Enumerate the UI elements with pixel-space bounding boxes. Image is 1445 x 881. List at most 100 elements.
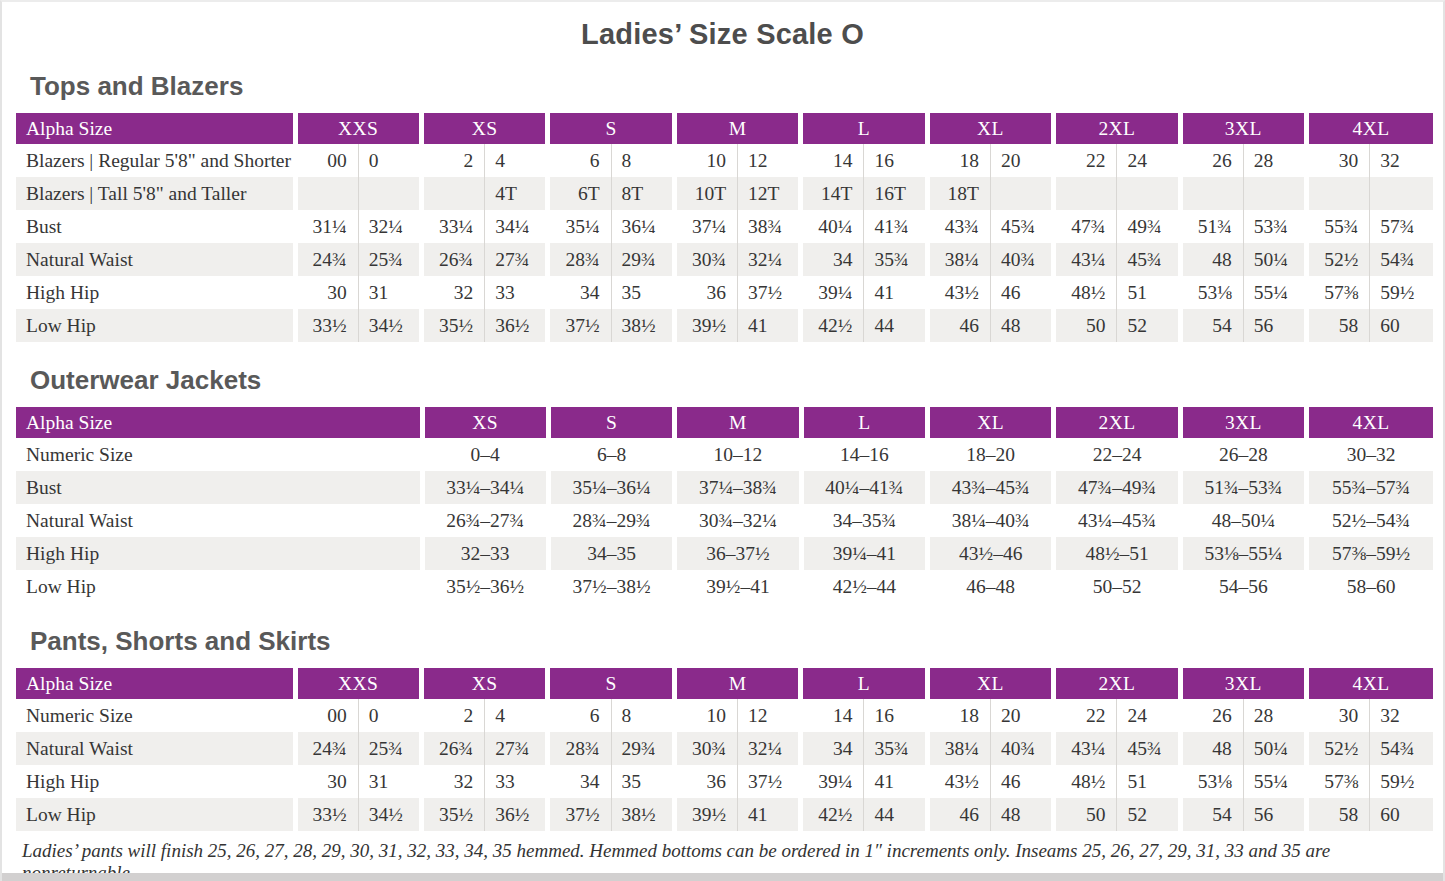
size-cell: 59½	[1370, 765, 1433, 798]
size-cell	[358, 177, 421, 210]
size-cell: 50	[1054, 798, 1117, 831]
size-cell	[421, 177, 484, 210]
size-cell: 54¾	[1370, 732, 1433, 765]
size-cell: 30¾	[674, 243, 737, 276]
column-header-s: S	[548, 668, 674, 699]
size-cell: 41¾	[864, 210, 927, 243]
size-cell: 33¼–34¼	[422, 471, 548, 504]
size-cell: 48½	[1054, 276, 1117, 309]
size-cell: 29¾	[611, 243, 674, 276]
size-chart-page: Ladies’ Size Scale O Tops and BlazersAlp…	[0, 0, 1445, 881]
column-header-2xl: 2XL	[1054, 113, 1180, 144]
size-cell: 30¾	[674, 732, 737, 765]
size-cell: 24¾	[295, 732, 358, 765]
size-cell: 12T	[738, 177, 801, 210]
row-label: Blazers | Regular 5'8" and Shorter	[16, 144, 295, 177]
size-cell	[1370, 177, 1433, 210]
size-cell: 36	[674, 276, 737, 309]
column-header-l: L	[801, 407, 927, 438]
row-label: Bust	[16, 210, 295, 243]
size-cell: 35½–36½	[422, 570, 548, 603]
section-title: Tops and Blazers	[30, 71, 1443, 102]
column-header-2xl: 2XL	[1054, 668, 1180, 699]
size-cell: 30	[295, 765, 358, 798]
row-label: Natural Waist	[16, 243, 295, 276]
size-cell: 25¾	[358, 243, 421, 276]
corner-header-alpha-size: Alpha Size	[16, 113, 295, 144]
column-header-xl: XL	[928, 407, 1054, 438]
size-cell: 10T	[674, 177, 737, 210]
size-cell: 32¼	[738, 243, 801, 276]
size-cell: 52½	[1307, 732, 1370, 765]
table-row: Numeric Size0002468101214161820222426283…	[16, 699, 1433, 732]
size-cell: 6T	[548, 177, 611, 210]
size-cell: 57¾	[1370, 210, 1433, 243]
size-cell: 28	[1243, 144, 1306, 177]
size-cell: 36–37½	[675, 537, 801, 570]
size-cell	[1243, 177, 1306, 210]
column-header-l: L	[801, 668, 927, 699]
size-cell: 36¼	[611, 210, 674, 243]
size-cell: 57⅜	[1307, 276, 1370, 309]
size-cell: 51	[1117, 276, 1180, 309]
size-cell: 44	[864, 309, 927, 342]
size-cell: 14	[801, 144, 864, 177]
table-row: Numeric Size0–46–810–1214–1618–2022–2426…	[16, 438, 1433, 471]
size-cell: 8T	[611, 177, 674, 210]
size-cell: 34–35	[548, 537, 674, 570]
column-header-3xl: 3XL	[1180, 407, 1306, 438]
table-row: Bust31¼32¼33¼34¼35¼36¼37¼38¾40¼41¾43¾45¾…	[16, 210, 1433, 243]
size-cell: 53⅛–55¼	[1180, 537, 1306, 570]
size-cell	[990, 177, 1053, 210]
size-cell: 43½	[927, 765, 990, 798]
size-cell: 28¾–29¾	[548, 504, 674, 537]
size-cell: 34	[801, 732, 864, 765]
column-header-xxs: XXS	[295, 668, 421, 699]
size-cell: 32	[421, 765, 484, 798]
row-label: Low Hip	[16, 798, 295, 831]
size-cell: 38½	[611, 309, 674, 342]
size-cell: 55¼	[1243, 765, 1306, 798]
size-cell: 20	[990, 699, 1053, 732]
size-cell: 36½	[485, 798, 548, 831]
size-cell: 32	[421, 276, 484, 309]
header-row: Alpha SizeXSSMLXL2XL3XL4XL	[16, 407, 1433, 438]
size-cell: 0–4	[422, 438, 548, 471]
column-header-3xl: 3XL	[1180, 668, 1306, 699]
size-cell: 26–28	[1180, 438, 1306, 471]
size-cell: 10	[674, 144, 737, 177]
table-row: High Hip3031323334353637½39¼4143½4648½51…	[16, 765, 1433, 798]
table-row: Natural Waist24¾25¾26¾27¾28¾29¾30¾32¼343…	[16, 732, 1433, 765]
size-cell: 38¼	[927, 243, 990, 276]
row-label: Natural Waist	[16, 504, 422, 537]
size-cell	[295, 177, 358, 210]
size-cell: 52	[1117, 309, 1180, 342]
size-cell: 34	[548, 276, 611, 309]
pants-shorts-and-skirts-table: Alpha SizeXXSXSSMLXL2XL3XL4XLNumeric Siz…	[16, 668, 1433, 831]
size-cell: 31	[358, 276, 421, 309]
size-cell: 51¾–53¾	[1180, 471, 1306, 504]
size-cell: 32	[1370, 144, 1433, 177]
size-cell: 47¾–49¾	[1054, 471, 1180, 504]
size-cell: 50¼	[1243, 243, 1306, 276]
size-cell: 18T	[927, 177, 990, 210]
size-cell: 24	[1117, 699, 1180, 732]
size-cell: 6–8	[548, 438, 674, 471]
table-row: Natural Waist26¾–27¾28¾–29¾30¾–32¼34–35¾…	[16, 504, 1433, 537]
size-cell: 50–52	[1054, 570, 1180, 603]
size-cell: 32–33	[422, 537, 548, 570]
table-row: Bust33¼–34¼35¼–36¼37¼–38¾40¼–41¾43¾–45¾4…	[16, 471, 1433, 504]
section-outerwear-jackets: Outerwear JacketsAlpha SizeXSSMLXL2XL3XL…	[2, 365, 1443, 603]
size-cell: 43¾–45¾	[928, 471, 1054, 504]
size-cell: 37½	[738, 276, 801, 309]
column-header-m: M	[675, 407, 801, 438]
size-cell: 55¼	[1243, 276, 1306, 309]
size-cell: 51¾	[1180, 210, 1243, 243]
column-header-4xl: 4XL	[1307, 668, 1433, 699]
size-cell: 29¾	[611, 732, 674, 765]
row-label: Bust	[16, 471, 422, 504]
size-cell: 16	[864, 144, 927, 177]
size-cell: 28	[1243, 699, 1306, 732]
size-cell: 25¾	[358, 732, 421, 765]
size-cell: 30	[1307, 144, 1370, 177]
